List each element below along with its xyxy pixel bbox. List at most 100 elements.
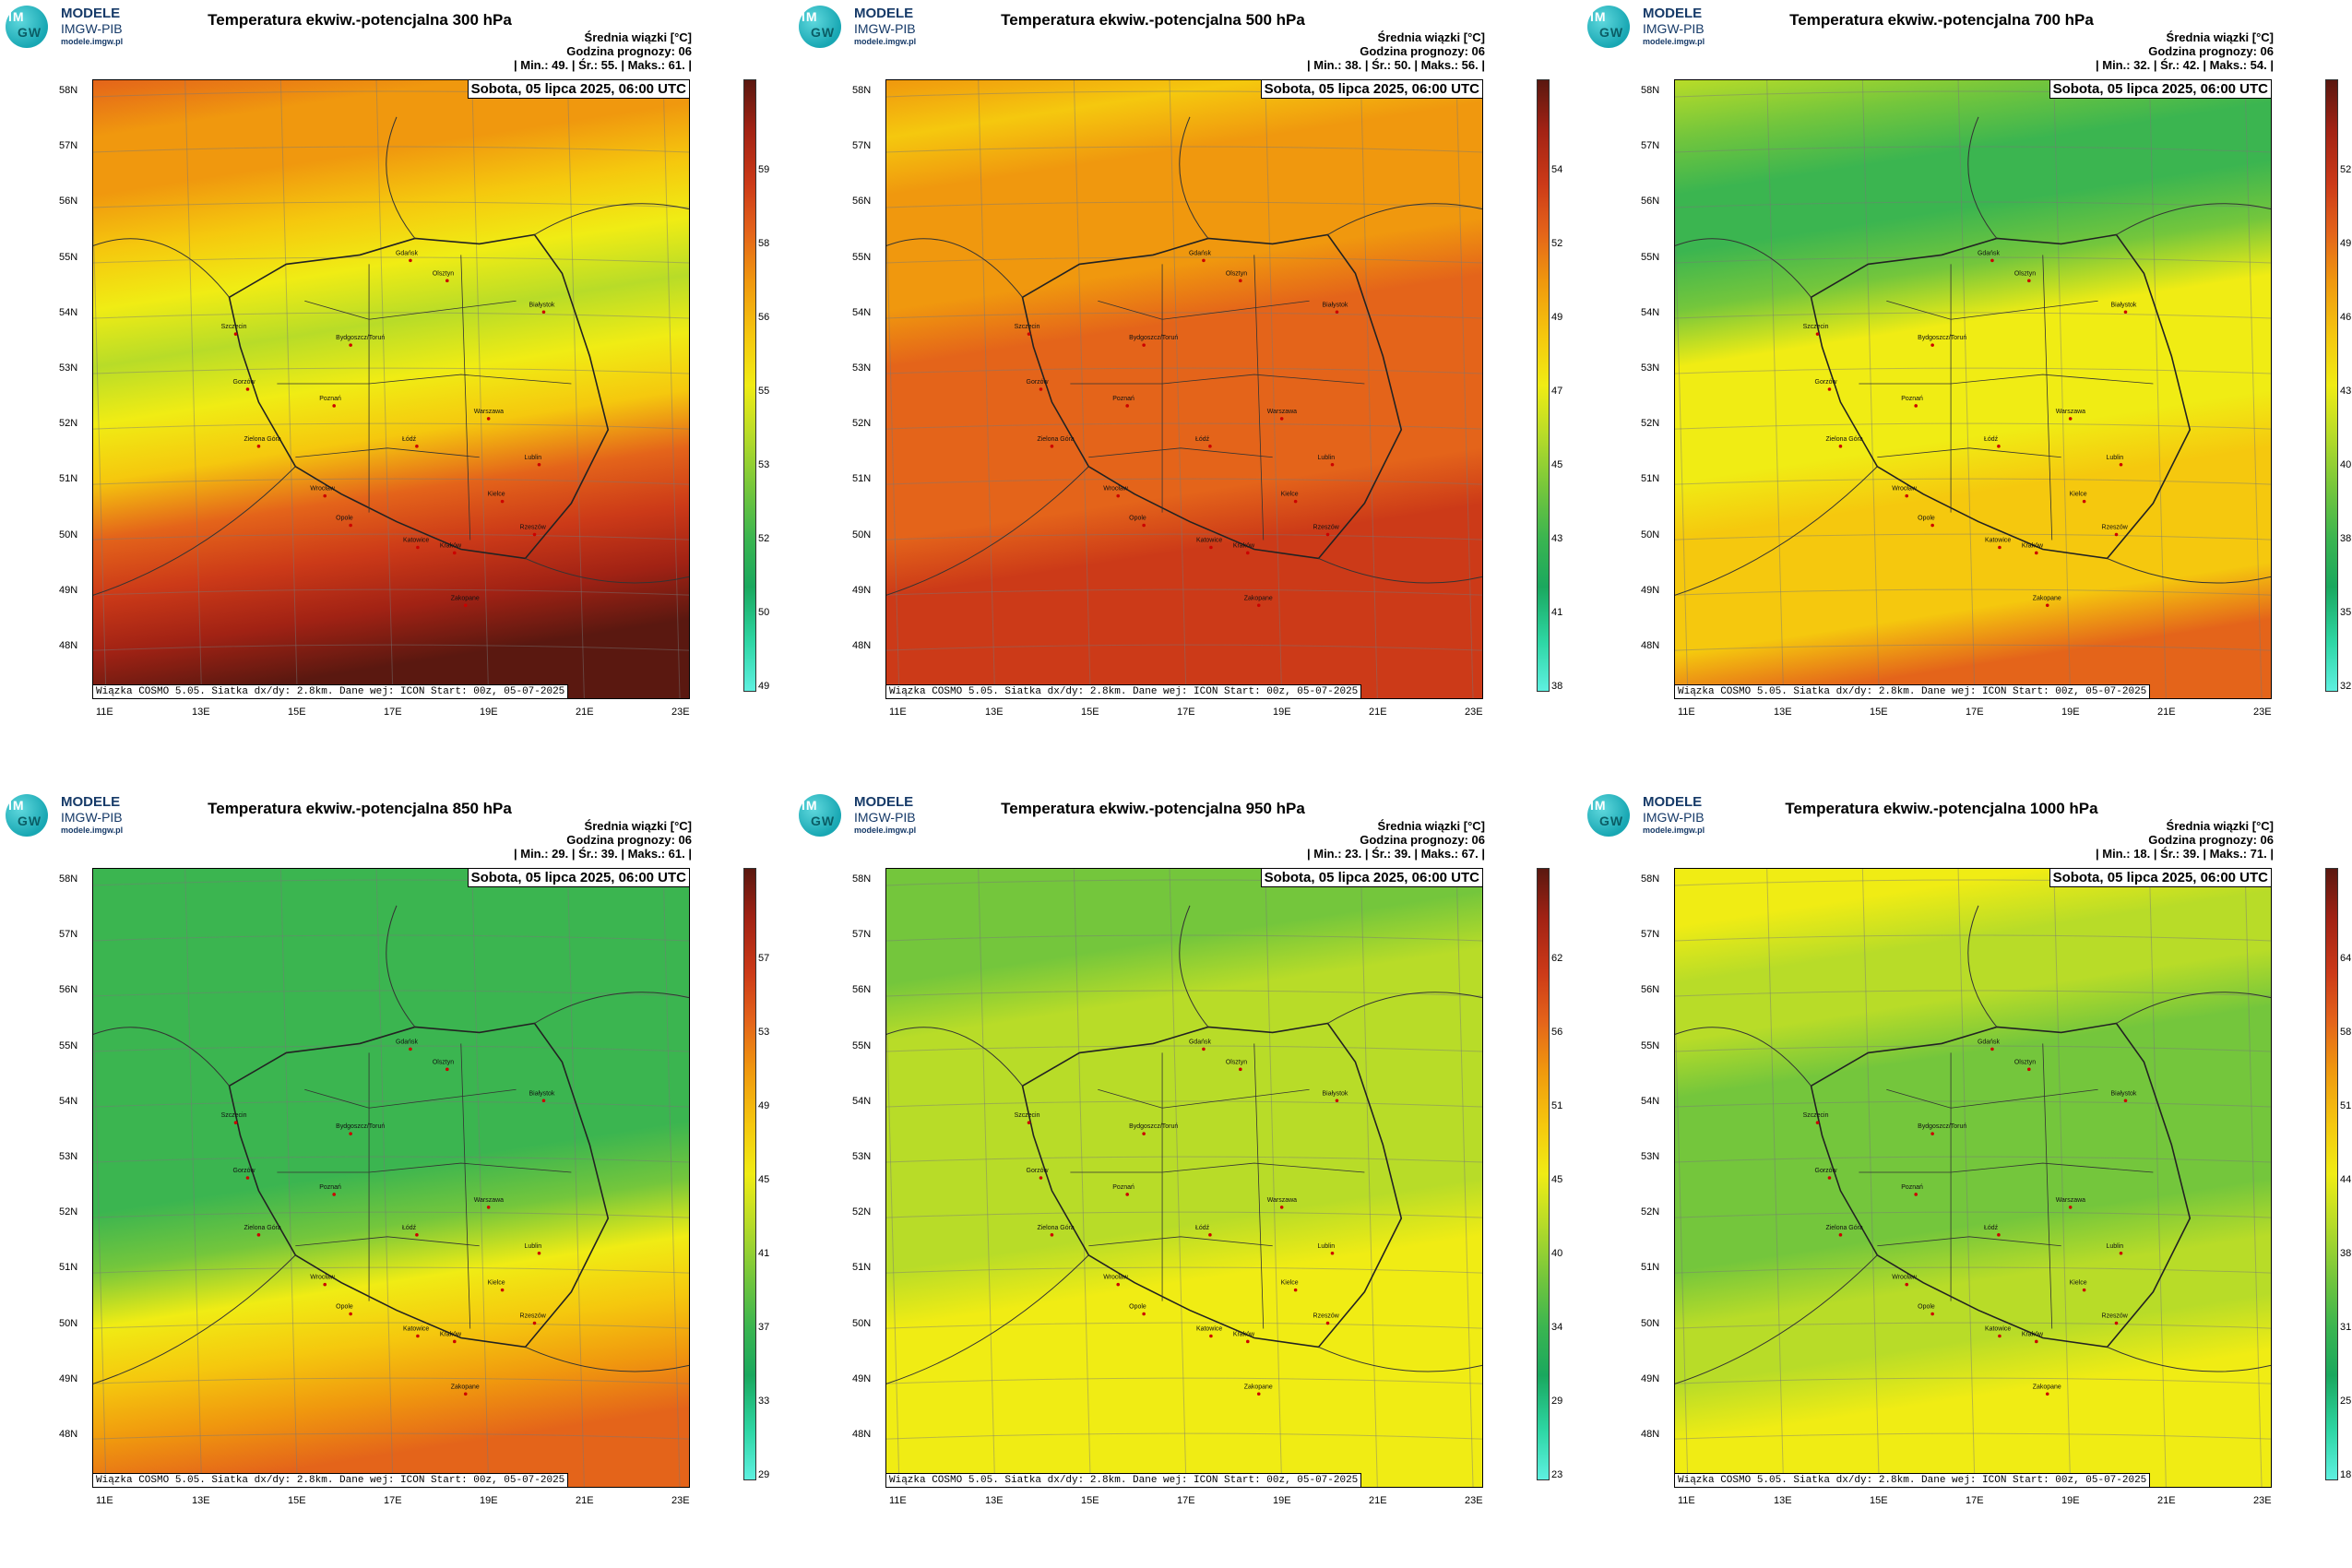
temperature-field-map[interactable]: Gdańsk Olsztyn Białystok Szczecin Bydgoszcz/… bbox=[1674, 868, 2272, 1488]
logo-title: MODELE bbox=[61, 794, 121, 810]
color-scale-bar bbox=[1537, 79, 1550, 692]
lat-label: 53N bbox=[59, 362, 78, 374]
city-marker bbox=[1027, 332, 1031, 336]
city-marker bbox=[1827, 387, 1832, 391]
country-borders bbox=[1675, 116, 2271, 596]
logo-subtitle: IMGW-PIB bbox=[1643, 21, 1705, 36]
city-label: Szczecin bbox=[1803, 324, 1829, 330]
latitude-gridline bbox=[1675, 1432, 2271, 1440]
latitude-gridline bbox=[886, 256, 1482, 264]
city-marker bbox=[452, 551, 457, 555]
latitude-gridline bbox=[1675, 644, 2271, 651]
city-marker bbox=[1997, 445, 2001, 448]
forecast-hour: Godzina prognozy: 06 bbox=[566, 44, 692, 58]
city-marker bbox=[1335, 310, 1339, 315]
longitude-gridline bbox=[471, 80, 490, 698]
city-label: Lublin bbox=[1318, 1243, 1336, 1250]
city-marker bbox=[1027, 1121, 1031, 1124]
map-area[interactable]: Gdańsk Olsztyn Białystok Szczecin Bydgoszcz/… bbox=[1674, 79, 2272, 699]
longitude-gridline bbox=[1360, 80, 1378, 698]
lat-label: 56N bbox=[852, 984, 872, 996]
city-label: Łódź bbox=[1195, 1225, 1210, 1231]
latitude-gridline bbox=[93, 478, 689, 485]
color-scale-tick: 52 bbox=[758, 533, 770, 544]
city-marker bbox=[332, 404, 336, 408]
temperature-field-map[interactable]: Gdańsk Olsztyn Białystok Szczecin Bydgoszcz/… bbox=[92, 79, 690, 699]
city-label: Wrocław bbox=[1892, 486, 1918, 493]
city-marker bbox=[2034, 551, 2038, 555]
longitude-gridline bbox=[1360, 869, 1378, 1487]
longitude-gridline bbox=[1265, 80, 1283, 698]
longitude-gridline bbox=[1169, 869, 1187, 1487]
color-scale-tick: 18 bbox=[2340, 1469, 2352, 1480]
city-marker bbox=[1293, 1288, 1298, 1292]
city-marker bbox=[500, 1288, 505, 1292]
color-scale-tick: 38 bbox=[2340, 533, 2352, 544]
city-label: Wrocław bbox=[1103, 486, 1129, 493]
color-scale-tick: 44 bbox=[2340, 1174, 2352, 1185]
city-marker bbox=[486, 1206, 491, 1209]
temperature-field-map[interactable]: Gdańsk Olsztyn Białystok Szczecin Bydgoszcz/… bbox=[92, 868, 690, 1488]
logo-url: modele.imgw.pl bbox=[61, 37, 124, 46]
stats-line: | Min.: 18. | Śr.: 39. | Maks.: 71. | bbox=[2095, 847, 2274, 861]
latitude-gridline bbox=[93, 201, 689, 208]
map-area[interactable]: Gdańsk Olsztyn Białystok Szczecin Bydgoszcz/… bbox=[1674, 868, 2272, 1488]
longitude-gridline bbox=[1766, 80, 1785, 698]
city-label: Wrocław bbox=[310, 1275, 336, 1281]
city-label: Lublin bbox=[2107, 1243, 2124, 1250]
lat-label: 51N bbox=[852, 473, 872, 485]
city-marker bbox=[1142, 1312, 1146, 1316]
city-marker bbox=[2027, 1067, 2031, 1072]
city-label: Gdańsk bbox=[396, 1039, 419, 1045]
longitude-gridline bbox=[93, 200, 107, 698]
latitude-gridline bbox=[1675, 533, 2271, 540]
city-marker bbox=[2027, 279, 2031, 283]
city-marker bbox=[1256, 603, 1261, 608]
map-area[interactable]: Gdańsk Olsztyn Białystok Szczecin Bydgoszcz/… bbox=[885, 79, 1483, 699]
model-footer: Wiązka COSMO 5.05. Siatka dx/dy: 2.8km. … bbox=[885, 684, 1362, 699]
map-area[interactable]: Gdańsk Olsztyn Białystok Szczecin Bydgoszcz/… bbox=[885, 868, 1483, 1488]
mean-label: Średnia wiązki [°C] bbox=[2166, 819, 2274, 833]
temperature-field-map[interactable]: Gdańsk Olsztyn Białystok Szczecin Bydgoszcz/… bbox=[1674, 79, 2272, 699]
voivodeship-borders bbox=[1859, 255, 2154, 540]
longitude-gridline bbox=[1073, 80, 1091, 698]
city-label: Białystok bbox=[2111, 1090, 2137, 1097]
lon-label: 23E bbox=[1465, 707, 1483, 718]
city-marker bbox=[1125, 404, 1129, 408]
temperature-field-map[interactable]: Gdańsk Olsztyn Białystok Szczecin Bydgoszcz/… bbox=[885, 868, 1483, 1488]
city-marker bbox=[1245, 551, 1250, 555]
map-area[interactable]: Gdańsk Olsztyn Białystok Szczecin Bydgoszcz/… bbox=[92, 79, 690, 699]
city-label: Warszawa bbox=[1267, 409, 1297, 415]
city-marker bbox=[1279, 1206, 1284, 1209]
city-label: Rzeszów bbox=[2102, 1313, 2129, 1320]
temperature-field-map[interactable]: Gdańsk Olsztyn Białystok Szczecin Bydgoszcz/… bbox=[885, 79, 1483, 699]
logo-subtitle: IMGW-PIB bbox=[61, 21, 123, 36]
city-marker bbox=[1050, 445, 1054, 448]
lat-label: 52N bbox=[1641, 418, 1660, 430]
valid-date: Sobota, 05 lipca 2025, 06:00 UTC bbox=[467, 868, 690, 887]
stats-line: | Min.: 32. | Śr.: 42. | Maks.: 54. | bbox=[2095, 58, 2274, 72]
stats-line: | Min.: 38. | Śr.: 50. | Maks.: 56. | bbox=[1306, 58, 1485, 72]
city-label: Kielce bbox=[2070, 1280, 2087, 1287]
panel-info: Średnia wiązki [°C] Godzina prognozy: 06… bbox=[1307, 819, 1485, 861]
longitude-gridline bbox=[1073, 869, 1091, 1487]
voivodeship-borders bbox=[1070, 1043, 1365, 1329]
logo-subtitle: IMGW-PIB bbox=[1643, 810, 1705, 825]
panel-info: Średnia wiązki [°C] Godzina prognozy: 06… bbox=[2096, 819, 2274, 861]
city-marker bbox=[541, 310, 546, 315]
color-scale-tick: 57 bbox=[758, 953, 770, 964]
longitude-gridline bbox=[2244, 80, 2263, 698]
city-marker bbox=[2045, 603, 2049, 608]
city-marker bbox=[1142, 523, 1146, 528]
color-scale-tick: 37 bbox=[758, 1322, 770, 1333]
lon-label: 15E bbox=[1081, 707, 1099, 718]
color-scale-tick: 45 bbox=[1551, 459, 1563, 470]
color-scale-tick: 51 bbox=[2340, 1100, 2352, 1111]
latitude-gridline bbox=[1675, 1156, 2271, 1163]
city-label: Opole bbox=[336, 516, 353, 522]
mean-label: Średnia wiązki [°C] bbox=[1377, 819, 1485, 833]
city-marker bbox=[1930, 1132, 1934, 1135]
panel-title: Temperatura ekwiw.-potencjalna 300 hPa bbox=[208, 11, 512, 29]
lat-label: 53N bbox=[1641, 362, 1660, 374]
map-area[interactable]: Gdańsk Olsztyn Białystok Szczecin Bydgoszcz/… bbox=[92, 868, 690, 1488]
